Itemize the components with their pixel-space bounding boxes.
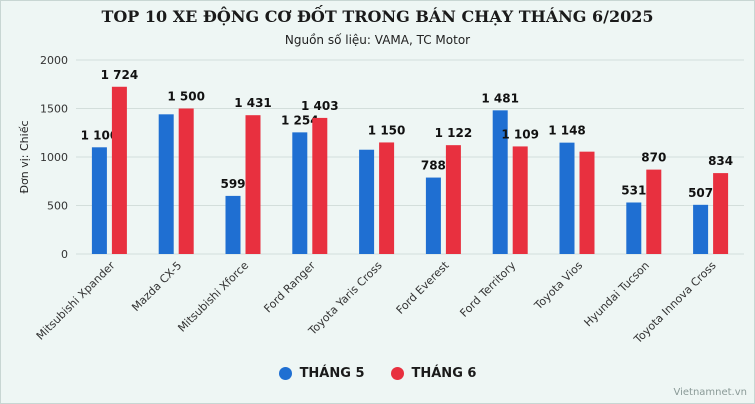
bar-thang-5 — [292, 132, 308, 254]
x-tick-label: Ford Everest — [394, 258, 452, 316]
bar-thang-5 — [693, 204, 709, 254]
chart-title: TOP 10 XE ĐỘNG CƠ ĐỐT TRONG BÁN CHẠY THÁ… — [101, 7, 654, 26]
bar-thang-6 — [178, 108, 194, 254]
legend-item-thang-5[interactable]: THÁNG 5 — [278, 366, 365, 381]
x-tick-label: Toyota Vios — [531, 259, 585, 313]
x-tick-label: Toyota Yaris Cross — [305, 259, 385, 339]
bar-thang-6 — [579, 151, 595, 254]
chart-subtitle: Nguồn số liệu: VAMA, TC Motor — [284, 33, 471, 47]
bar-thang-6 — [111, 86, 127, 254]
y-tick-label: 2000 — [40, 54, 68, 67]
data-label: 531 — [621, 183, 646, 197]
bar-thang-5 — [492, 110, 508, 254]
bar-thang-6 — [245, 115, 261, 255]
bar-thang-5 — [158, 114, 174, 254]
data-label: 788 — [421, 159, 446, 173]
bar-thang-6 — [646, 169, 662, 254]
bar-thang-6 — [379, 142, 395, 254]
y-tick-label: 1500 — [40, 103, 68, 116]
y-tick-label: 0 — [61, 248, 68, 261]
legend-marker-thang-5 — [278, 367, 292, 380]
data-label: 834 — [708, 154, 733, 168]
y-tick-label: 1000 — [40, 151, 68, 164]
data-label: 1 724 — [101, 68, 139, 82]
legend-item-thang-6[interactable]: THÁNG 6 — [390, 366, 477, 381]
data-label: 870 — [641, 151, 666, 165]
bar-thang-6 — [445, 145, 461, 254]
y-axis-title: Đơn vị: Chiếc — [18, 120, 31, 193]
bar-thang-6 — [713, 173, 729, 254]
data-label: 1 150 — [368, 123, 406, 137]
source-credit: Vietnamnet.vn — [673, 387, 747, 398]
bar-thang-5 — [559, 142, 575, 254]
bar-thang-5 — [225, 195, 241, 254]
x-tick-label: Mazda CX-5 — [129, 259, 184, 314]
x-tick-label: Hyundai Tucson — [582, 259, 652, 329]
bar-thang-6 — [512, 146, 528, 254]
bar-thang-5 — [91, 147, 107, 254]
bar-thang-6 — [312, 117, 328, 254]
data-label: 507 — [688, 186, 713, 200]
x-tick-label: Mitsubishi Xforce — [175, 259, 251, 335]
data-label: 1 481 — [481, 91, 519, 105]
data-label: 1 100 — [81, 128, 119, 142]
data-label: 1 403 — [301, 99, 339, 113]
data-label: 599 — [220, 177, 245, 191]
legend-marker-thang-6 — [390, 367, 404, 380]
data-label: 1 254 — [281, 113, 319, 127]
data-label: 1 122 — [435, 126, 473, 140]
data-label: 1 148 — [548, 124, 586, 138]
x-tick-label: Mitsubishi Xpander — [34, 259, 118, 343]
data-label: 1 109 — [501, 127, 539, 141]
bar-thang-5 — [425, 177, 441, 254]
bar-thang-5 — [359, 149, 375, 254]
y-tick-label: 500 — [47, 200, 68, 213]
x-tick-label: Ford Ranger — [261, 259, 318, 316]
data-label: 1 431 — [234, 96, 272, 110]
legend-label-thang-6: THÁNG 6 — [411, 366, 477, 381]
x-tick-label: Ford Territory — [457, 259, 518, 320]
legend: THÁNG 5 THÁNG 6 — [0, 366, 755, 381]
bar-thang-5 — [626, 202, 642, 254]
legend-label-thang-5: THÁNG 5 — [299, 366, 365, 381]
data-label: 1 500 — [167, 90, 205, 104]
